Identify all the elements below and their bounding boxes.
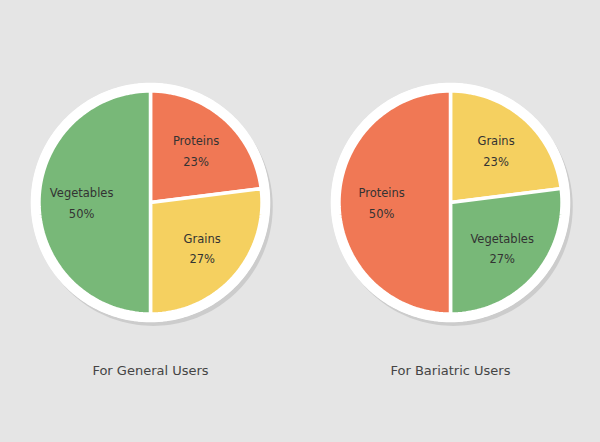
svg-text:Grains: Grains	[477, 134, 514, 148]
svg-text:23%: 23%	[483, 155, 509, 169]
svg-text:For General Users: For General Users	[92, 363, 208, 378]
svg-text:For Bariatric Users: For Bariatric Users	[391, 363, 511, 378]
svg-text:23%: 23%	[183, 155, 209, 169]
svg-text:Grains: Grains	[184, 232, 221, 246]
svg-text:Proteins: Proteins	[358, 186, 404, 200]
svg-text:Vegetables: Vegetables	[50, 186, 114, 200]
svg-text:27%: 27%	[189, 252, 215, 266]
svg-text:50%: 50%	[369, 207, 395, 221]
svg-text:Proteins: Proteins	[173, 134, 219, 148]
svg-text:50%: 50%	[69, 207, 95, 221]
svg-text:27%: 27%	[489, 252, 515, 266]
svg-text:Vegetables: Vegetables	[470, 232, 534, 246]
